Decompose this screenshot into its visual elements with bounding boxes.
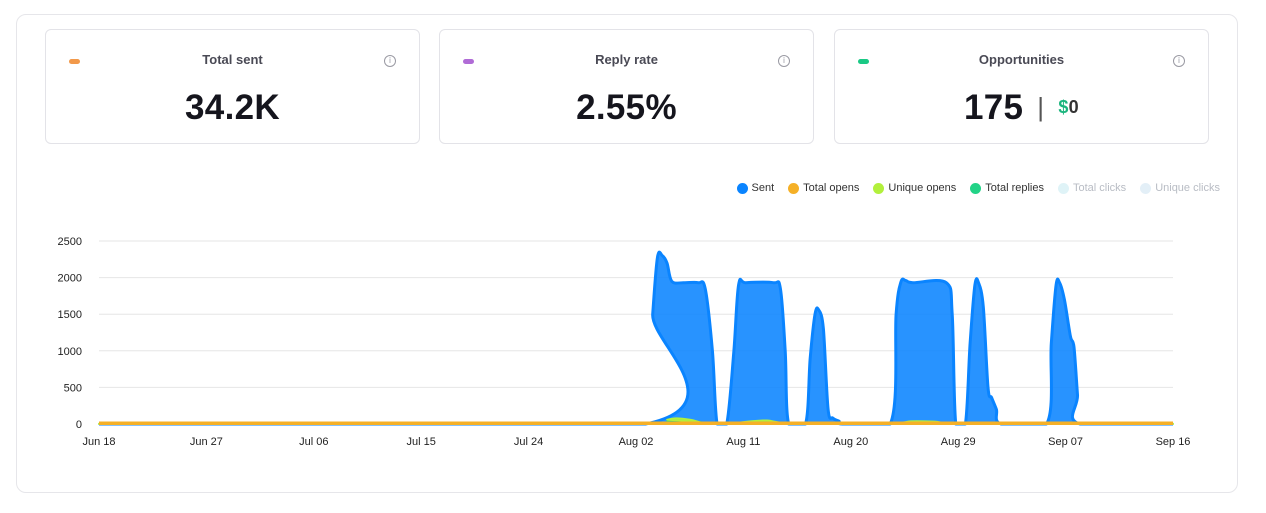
info-icon[interactable]: i bbox=[778, 55, 790, 67]
reply-rate-color-marker bbox=[463, 59, 474, 64]
y-tick-label: 2500 bbox=[58, 236, 82, 248]
card-title: Opportunities bbox=[978, 52, 1065, 67]
legend-swatch bbox=[736, 182, 748, 194]
card-value: 175 | $0 bbox=[835, 88, 1208, 128]
opportunities-money: $0 bbox=[1058, 97, 1079, 117]
chart-legend: Sent Total opens Unique opens Total repl… bbox=[723, 182, 1220, 194]
info-icon[interactable]: i bbox=[1173, 55, 1185, 67]
opportunities-color-marker bbox=[858, 59, 869, 64]
legend-item-total-opens[interactable]: Total opens bbox=[788, 182, 859, 194]
legend-swatch bbox=[970, 182, 982, 194]
legend-label: Unique clicks bbox=[1155, 182, 1220, 194]
legend-label: Total replies bbox=[985, 182, 1044, 194]
y-tick-label: 1000 bbox=[58, 346, 82, 358]
x-tick-label: Aug 11 bbox=[726, 436, 760, 448]
money-symbol: $ bbox=[1058, 97, 1069, 117]
card-value: 2.55% bbox=[576, 88, 677, 127]
legend-item-total-replies[interactable]: Total replies bbox=[970, 182, 1044, 194]
legend-label: Total clicks bbox=[1073, 182, 1127, 194]
series-area-sent bbox=[99, 252, 1173, 424]
x-tick-label: Sep 07 bbox=[1048, 436, 1083, 448]
info-icon[interactable]: i bbox=[384, 55, 396, 67]
x-tick-label: Jul 15 bbox=[407, 436, 436, 448]
y-tick-label: 1500 bbox=[58, 309, 82, 321]
legend-item-unique-opens[interactable]: Unique opens bbox=[873, 182, 956, 194]
money-value: 0 bbox=[1068, 97, 1079, 117]
card-title: Reply rate bbox=[595, 52, 658, 67]
card-opportunities: Opportunities i 175 | $0 bbox=[834, 29, 1209, 144]
legend-label: Total opens bbox=[803, 182, 860, 194]
legend-swatch bbox=[788, 182, 800, 194]
card-value: 34.2K bbox=[185, 88, 280, 127]
card-reply-rate: Reply rate i 2.55% bbox=[439, 29, 814, 144]
legend-item-total-clicks[interactable]: Total clicks bbox=[1058, 182, 1126, 194]
x-tick-label: Aug 20 bbox=[833, 436, 868, 448]
legend-swatch bbox=[1140, 182, 1152, 194]
opportunities-count: 175 bbox=[964, 88, 1024, 127]
legend-swatch bbox=[1058, 182, 1069, 194]
y-tick-label: 500 bbox=[64, 382, 82, 394]
x-tick-label: Aug 29 bbox=[941, 436, 976, 448]
card-total-sent: Total sent i 34.2K bbox=[45, 29, 420, 144]
legend-label: Unique opens bbox=[888, 182, 957, 194]
x-tick-label: Jun 18 bbox=[82, 436, 115, 448]
x-tick-label: Sep 16 bbox=[1156, 436, 1191, 448]
x-tick-label: Jun 27 bbox=[190, 436, 223, 448]
legend-item-sent[interactable]: Sent bbox=[736, 182, 775, 194]
y-tick-label: 0 bbox=[76, 419, 82, 431]
value-separator: | bbox=[1037, 92, 1045, 122]
x-tick-label: Aug 02 bbox=[619, 436, 654, 448]
x-tick-label: Jul 24 bbox=[514, 436, 543, 448]
legend-item-unique-clicks[interactable]: Unique clicks bbox=[1140, 182, 1220, 194]
total-sent-color-marker bbox=[69, 59, 80, 64]
legend-label: Sent bbox=[751, 182, 775, 194]
legend-swatch bbox=[873, 182, 885, 194]
x-tick-label: Jul 06 bbox=[299, 436, 328, 448]
card-title: Total sent bbox=[202, 52, 263, 67]
y-tick-label: 2000 bbox=[58, 273, 82, 285]
